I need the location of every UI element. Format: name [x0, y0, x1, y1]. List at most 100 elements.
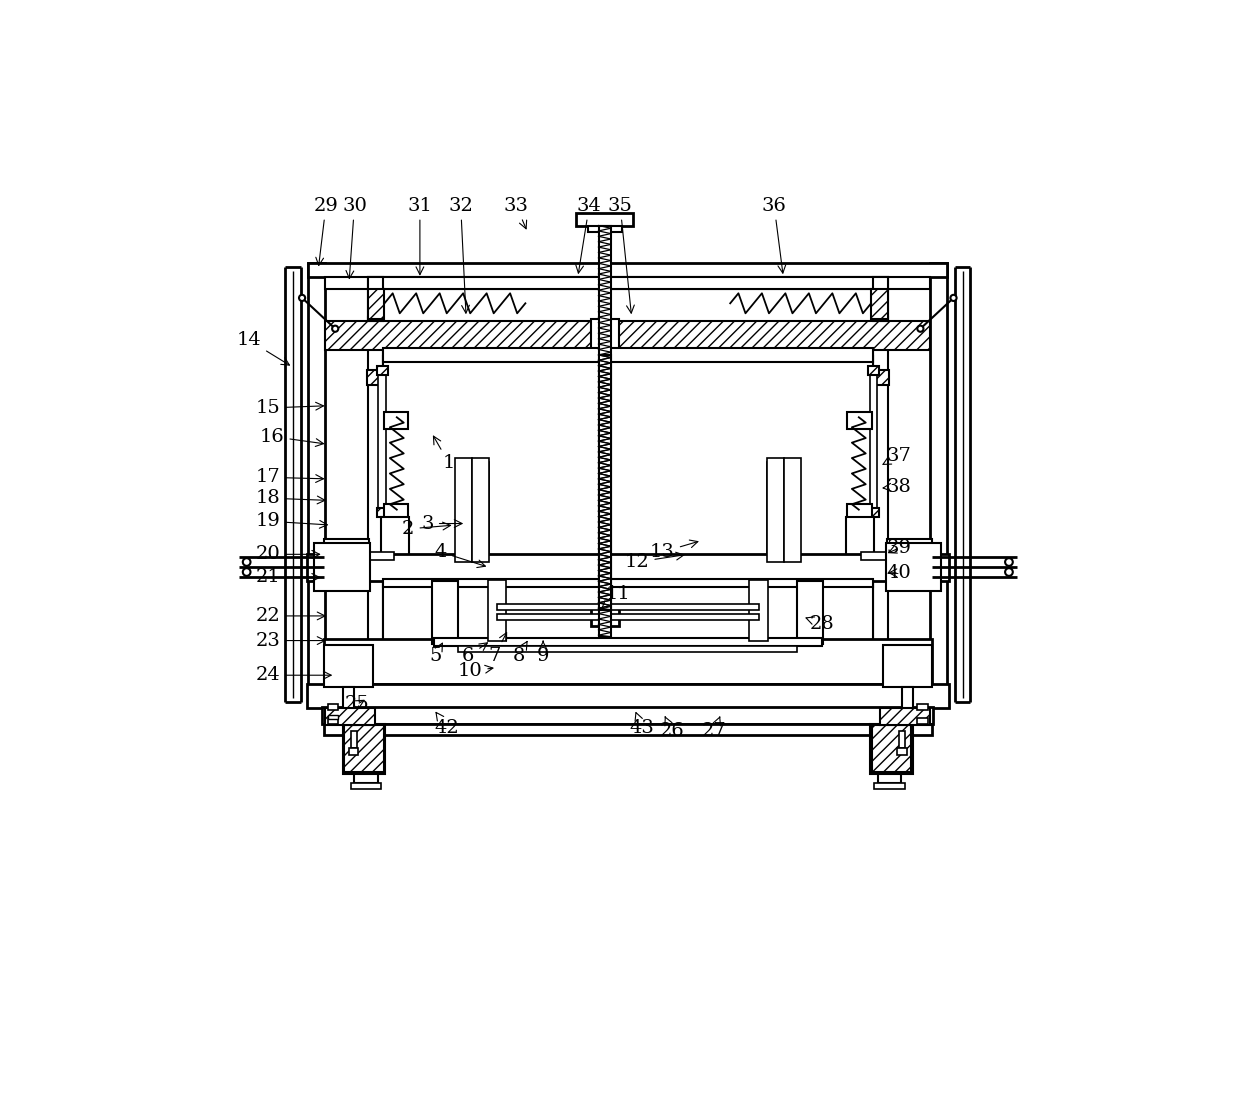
Bar — [309, 264, 947, 277]
Circle shape — [1006, 568, 1013, 576]
Text: 23: 23 — [255, 632, 325, 650]
Circle shape — [918, 325, 924, 332]
Bar — [878, 774, 901, 783]
Bar — [797, 580, 823, 644]
Text: 20: 20 — [255, 545, 320, 564]
Bar — [590, 606, 619, 625]
Bar — [873, 318, 888, 695]
Text: 27: 27 — [702, 717, 727, 740]
Bar — [900, 710, 914, 715]
Bar — [848, 518, 873, 555]
Bar — [327, 715, 339, 719]
Circle shape — [950, 295, 956, 301]
Text: 40: 40 — [887, 564, 911, 581]
Bar — [306, 555, 949, 580]
Bar — [377, 366, 388, 375]
Bar — [884, 646, 930, 685]
Bar — [751, 581, 766, 639]
Text: 17: 17 — [255, 469, 324, 486]
Bar — [590, 319, 619, 353]
Bar — [599, 225, 611, 636]
Bar — [459, 463, 471, 556]
Bar — [324, 639, 932, 685]
Bar — [769, 460, 782, 559]
Bar — [324, 645, 373, 687]
Text: 10: 10 — [458, 663, 494, 681]
Bar — [472, 458, 490, 563]
Circle shape — [299, 295, 305, 301]
Bar — [324, 708, 932, 722]
Bar — [383, 518, 408, 555]
Bar — [868, 508, 879, 517]
Bar — [367, 277, 888, 289]
Bar — [888, 544, 940, 589]
Bar — [367, 289, 384, 320]
Text: 24: 24 — [255, 666, 331, 684]
Bar — [930, 264, 947, 695]
Bar — [343, 724, 386, 774]
Bar — [383, 579, 873, 587]
Bar — [784, 462, 800, 558]
Bar — [386, 505, 407, 518]
Bar — [849, 414, 870, 427]
Bar — [901, 687, 913, 710]
Bar — [383, 347, 873, 362]
Bar — [874, 783, 905, 789]
Text: 15: 15 — [255, 399, 324, 417]
Text: 21: 21 — [255, 568, 320, 587]
Bar — [367, 370, 383, 385]
Bar — [749, 580, 768, 641]
Bar — [898, 748, 906, 754]
Bar — [888, 540, 930, 580]
Bar — [799, 582, 822, 642]
Text: 11: 11 — [601, 586, 630, 609]
Text: 2: 2 — [402, 520, 450, 538]
Bar — [382, 517, 409, 556]
Bar — [309, 264, 325, 695]
Bar — [918, 718, 928, 724]
Bar — [367, 318, 383, 695]
Bar — [434, 582, 456, 642]
Bar — [322, 707, 934, 724]
Bar — [861, 552, 930, 559]
Bar — [784, 458, 801, 563]
Text: 25: 25 — [345, 696, 370, 714]
Text: 42: 42 — [434, 713, 459, 737]
Text: 38: 38 — [883, 478, 911, 495]
Bar — [327, 704, 339, 710]
Bar — [849, 505, 870, 518]
Text: 5: 5 — [429, 643, 443, 665]
Bar — [309, 685, 947, 707]
Bar — [355, 774, 377, 783]
Bar — [872, 726, 911, 772]
Bar — [873, 277, 888, 321]
Text: 33: 33 — [503, 196, 528, 228]
Bar — [490, 581, 505, 639]
Text: 26: 26 — [660, 717, 684, 740]
Bar — [870, 724, 913, 774]
Bar — [786, 460, 800, 559]
Text: 18: 18 — [255, 489, 325, 507]
Text: 34: 34 — [575, 196, 601, 274]
Bar — [324, 724, 932, 735]
Bar — [386, 414, 407, 427]
Bar — [351, 783, 382, 789]
Text: 39: 39 — [887, 539, 911, 557]
Text: 8: 8 — [512, 642, 527, 665]
Text: 14: 14 — [237, 331, 289, 365]
Text: 22: 22 — [255, 607, 325, 625]
Bar — [868, 366, 879, 375]
Bar — [350, 748, 358, 754]
Bar — [433, 580, 459, 644]
Bar — [325, 540, 367, 580]
Circle shape — [243, 568, 250, 576]
Bar — [367, 277, 383, 321]
Bar — [383, 411, 408, 429]
Text: 16: 16 — [259, 428, 324, 447]
Bar — [883, 645, 932, 687]
Text: 12: 12 — [625, 553, 684, 571]
Bar — [497, 613, 759, 620]
Bar — [847, 517, 874, 556]
Bar — [456, 462, 472, 558]
Bar — [474, 460, 487, 559]
